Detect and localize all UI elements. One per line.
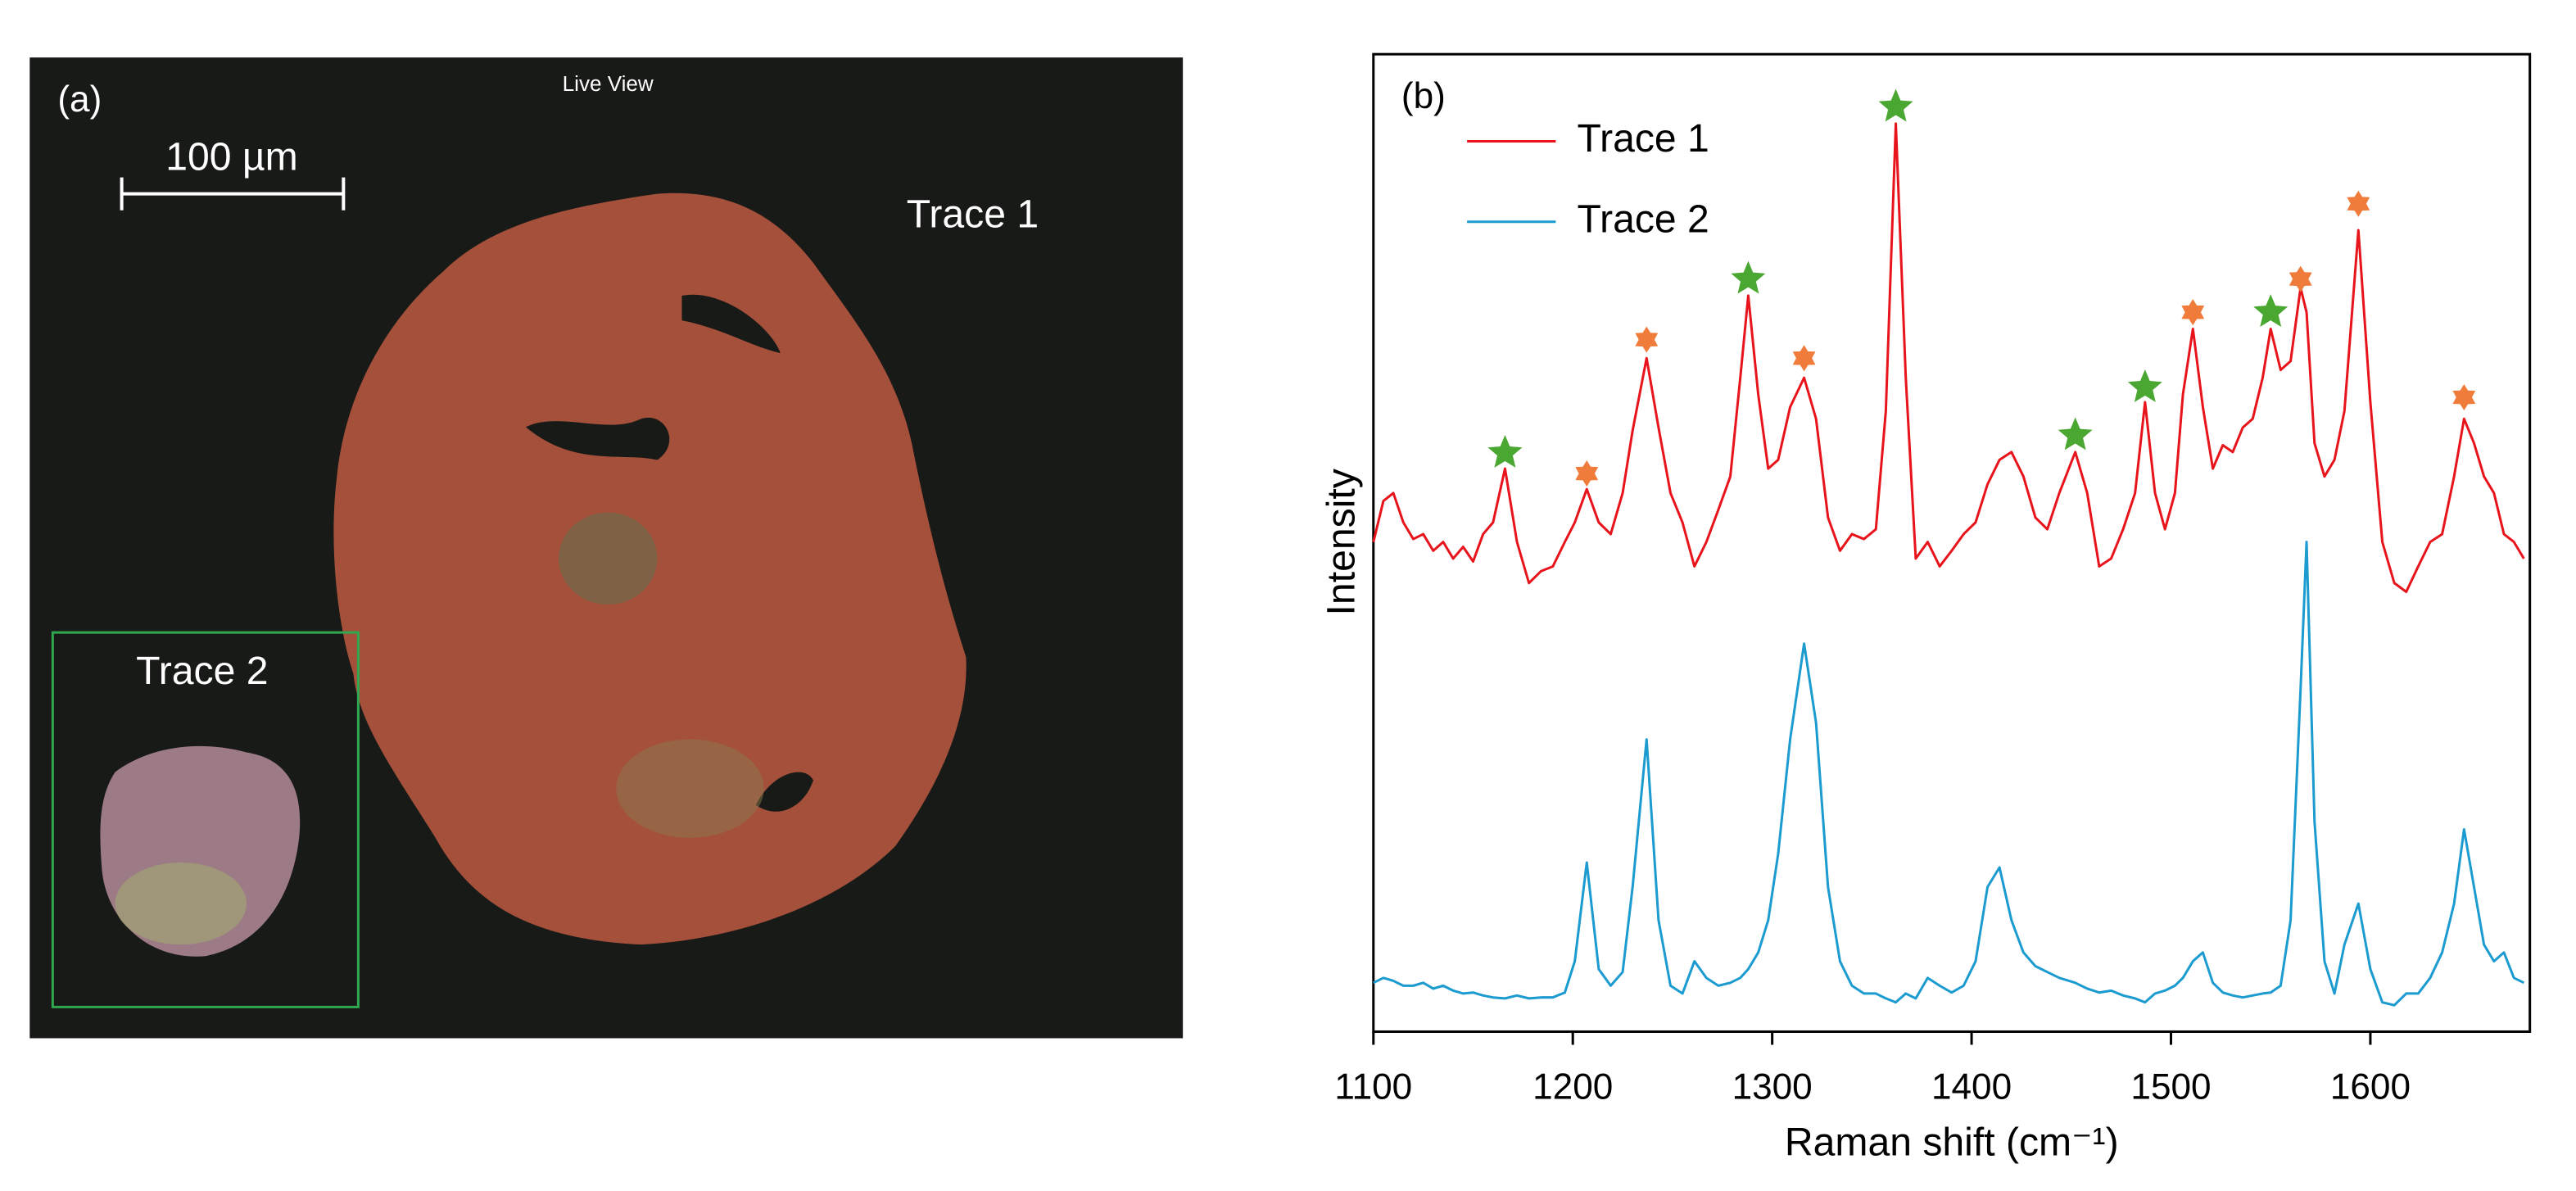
inset-frame [51,631,360,1008]
sample-hole [525,417,670,460]
peak-marker [1731,260,1766,294]
x-tick-label: 1200 [1532,1066,1613,1107]
peak-marker [2058,417,2093,451]
sample-texture [616,739,764,838]
peak-marker [1575,460,1599,487]
scale-bar-label: 100 µm [165,134,297,179]
peak-marker [1792,345,1816,372]
x-tick-label: 1300 [1732,1066,1813,1107]
x-axis-label: Raman shift (cm⁻¹) [1785,1121,2119,1165]
peak-marker [2289,265,2312,292]
series-line [1372,122,2525,593]
panel-label: (b) [1401,76,1446,116]
micrograph: (a) Live View 100 µm Trace 1 Trace 2 [29,57,1184,1039]
peak-marker [2181,299,2205,326]
peak-marker [1878,88,1913,122]
sample-hole [681,294,781,354]
peak-marker [2127,369,2162,402]
x-tick-label: 1500 [2130,1066,2211,1107]
sample-texture [115,862,247,945]
peak-marker [2253,294,2289,328]
y-axis-label: Intensity [1319,469,1363,615]
peak-marker [2452,383,2476,411]
series-line [1373,541,2525,1007]
legend-label: Trace 1 [1577,116,1709,161]
trace-label: Trace 1 [907,192,1039,236]
plot-frame [1372,52,2532,1033]
x-tick-label: 1600 [2330,1066,2411,1107]
caption: Live View [563,71,654,96]
legend-label: Trace 2 [1577,197,1709,241]
x-tick-label: 1100 [1334,1066,1412,1107]
peak-marker [2347,190,2370,217]
sample-texture [559,512,658,605]
x-tick-label: 1400 [1931,1066,2012,1107]
panel-label: (a) [57,79,102,120]
sample-hole [755,772,813,812]
peak-marker [1487,434,1523,468]
trace-label: Trace 2 [136,649,268,693]
peak-marker [1635,326,1659,353]
